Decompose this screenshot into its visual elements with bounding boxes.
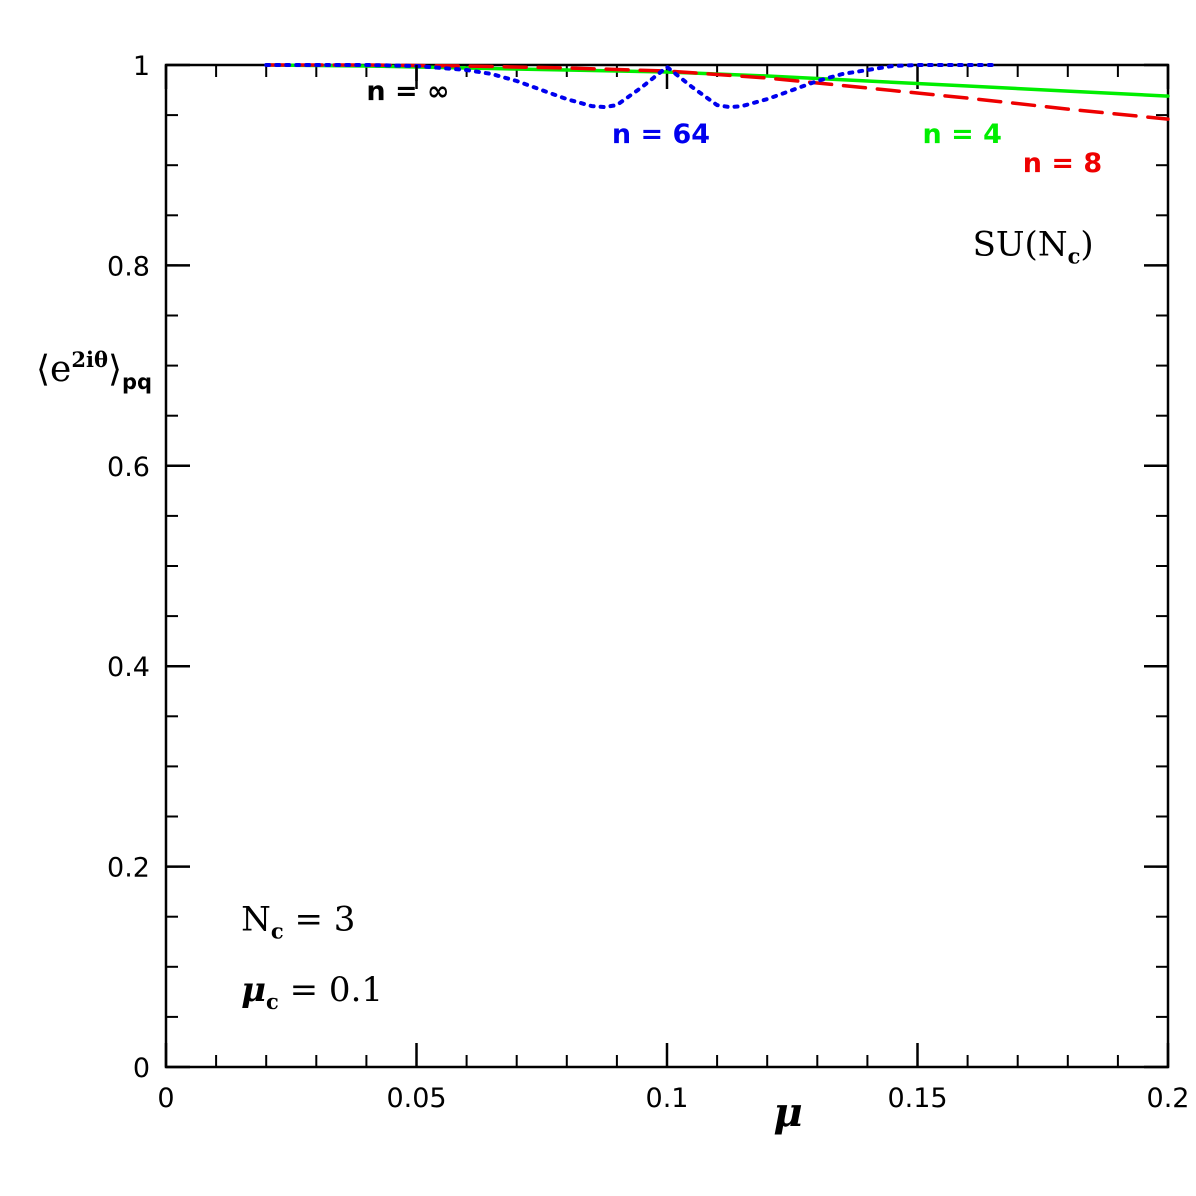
y-tick-labels: 0 0.2 0.4 0.6 0.8 1 xyxy=(107,51,150,1084)
y-label-base: ⟨e xyxy=(36,349,71,390)
x-tick-label: 0 xyxy=(157,1083,174,1114)
x-tick-label: 0.05 xyxy=(386,1083,446,1114)
annotation-layer: n = ∞n = 64 n = 4n = 8SU(Nc)Nc = 3μc = 0.… xyxy=(241,65,1102,1014)
nc-label-sub: c xyxy=(271,919,284,944)
x-tick-label: 0.2 xyxy=(1147,1083,1190,1114)
y-tick-label: 0.2 xyxy=(107,853,150,884)
x-tick-labels: 0 0.05 0.1 0.15 0.2 xyxy=(157,1083,1189,1114)
series-line-n-64 xyxy=(264,63,995,110)
y-label-close: ⟩ xyxy=(108,349,122,390)
label-n-inf: n = ∞ xyxy=(366,76,449,107)
label-n64: n = 64 xyxy=(612,119,710,150)
y-tick-label: 1 xyxy=(133,51,150,82)
nc-label-value: = 3 xyxy=(284,900,356,940)
y-tick-label: 0.4 xyxy=(107,652,150,683)
nc-label: Nc = 3 xyxy=(241,900,355,944)
muc-label-value: = 0.1 xyxy=(279,970,383,1010)
y-tick-label: 0.6 xyxy=(107,452,150,483)
y-tick-label: 0 xyxy=(133,1053,150,1084)
group-label-base: SU(N xyxy=(973,224,1068,264)
nc-label-base: N xyxy=(241,900,271,940)
y-axis-label: ⟨e2iθ⟩pq xyxy=(36,347,152,394)
y-tick-label: 0.8 xyxy=(107,251,150,282)
group-label-close: ) xyxy=(1080,224,1093,264)
label-n4: n = 4 xyxy=(923,119,1002,150)
x-axis-label: μ xyxy=(773,1089,802,1136)
y-label-sup: 2iθ xyxy=(71,347,108,372)
label-n8: n = 8 xyxy=(1023,148,1102,179)
group-label: SU(Nc) xyxy=(973,224,1094,268)
x-tick-label: 0.15 xyxy=(887,1083,947,1114)
y-label-sub: pq xyxy=(122,370,152,394)
muc-label: μc = 0.1 xyxy=(241,970,383,1014)
muc-label-base: μ xyxy=(241,970,266,1010)
muc-label-sub: c xyxy=(266,989,279,1014)
group-label-sub: c xyxy=(1068,243,1081,268)
x-tick-label: 0.1 xyxy=(646,1083,689,1114)
major-ticks xyxy=(164,63,1170,1069)
